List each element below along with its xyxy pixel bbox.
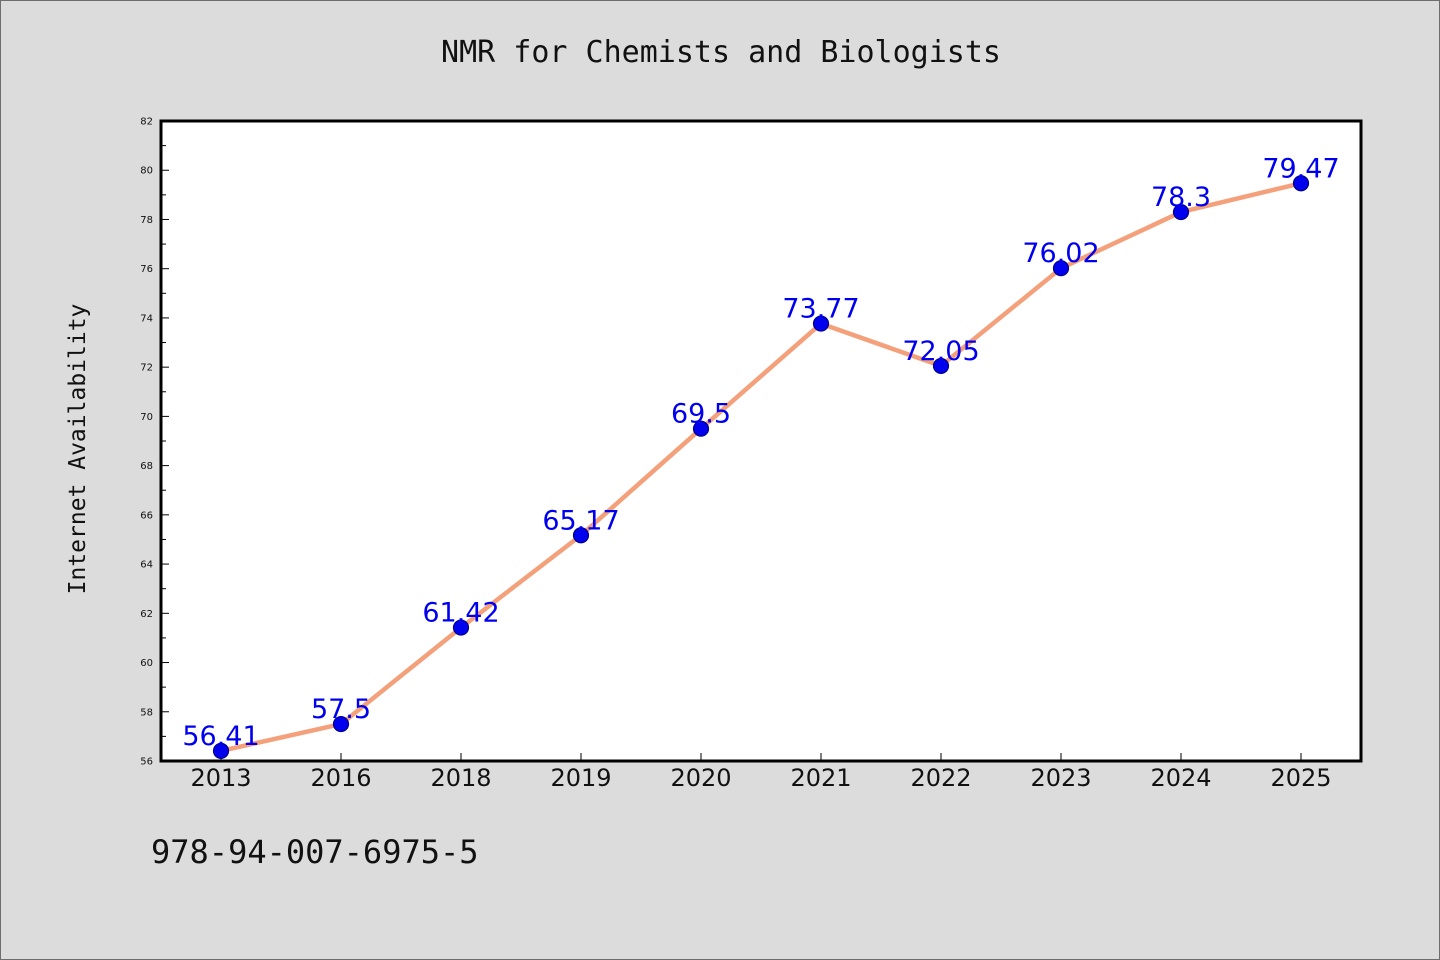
data-point <box>1292 175 1310 192</box>
x-tick-label: 2025 <box>1270 764 1331 792</box>
y-axis: 56 58 60 62 64 66 68 70 72 74 76 78 80 82 <box>140 117 169 768</box>
y-tick-label: 80 <box>140 166 153 177</box>
y-tick-label: 76 <box>140 264 153 275</box>
series-line <box>220 181 1302 754</box>
x-tick-label: 2013 <box>190 764 251 792</box>
y-tick-label: 82 <box>140 117 153 128</box>
y-tick-label: 74 <box>140 313 153 324</box>
x-tick-label: 2020 <box>670 764 731 792</box>
data-label: 79.47 <box>1262 153 1339 184</box>
y-tick-label: 70 <box>140 412 153 423</box>
y-axis-label: Internet Availability <box>65 304 91 595</box>
y-tick-label: 60 <box>140 658 153 669</box>
data-point <box>692 420 710 437</box>
data-label: 76.02 <box>1022 238 1099 269</box>
y-tick-label: 72 <box>140 363 153 374</box>
data-label: 65.17 <box>542 505 619 536</box>
x-tick-label: 2021 <box>790 764 851 792</box>
x-tick-label: 2023 <box>1030 764 1091 792</box>
x-tick-label: 2016 <box>310 764 371 792</box>
x-tick-label: 2019 <box>550 764 611 792</box>
data-point <box>332 715 350 733</box>
y-tick-label: 78 <box>140 215 153 226</box>
x-tick-label: 2022 <box>910 764 971 792</box>
data-point <box>572 527 590 544</box>
data-point <box>212 742 230 760</box>
footer-code: 978-94-007-6975-5 <box>151 833 479 871</box>
data-point <box>452 619 470 636</box>
series-group: 56.41 57.5 61.42 65.17 69.5 73.77 72.05 76.02 78… <box>182 153 1340 760</box>
data-point <box>1052 260 1070 277</box>
data-point <box>812 315 830 332</box>
plot-area <box>159 119 1363 763</box>
x-tick-label: 2018 <box>430 764 491 792</box>
y-tick-label: 62 <box>140 609 153 620</box>
y-tick-label: 56 <box>140 757 153 768</box>
data-label: 56.41 <box>182 721 259 752</box>
data-label: 69.5 <box>671 399 731 430</box>
data-label: 57.5 <box>311 694 371 725</box>
data-label: 72.05 <box>902 336 979 367</box>
y-tick-label: 66 <box>140 510 153 521</box>
data-label: 73.77 <box>782 294 859 325</box>
data-label: 78.3 <box>1151 182 1211 213</box>
data-point <box>1172 203 1190 221</box>
data-label: 61.42 <box>422 598 499 629</box>
chart-title: NMR for Chemists and Biologists <box>441 35 1001 70</box>
y-tick-label: 58 <box>140 707 153 718</box>
x-tick-label: 2024 <box>1150 764 1211 792</box>
y-tick-label: 68 <box>140 461 153 472</box>
data-point <box>932 357 950 375</box>
y-tick-label: 64 <box>140 560 153 571</box>
x-axis: 2013 2016 2018 2019 2020 2021 2022 2023 2024 2025 <box>190 753 1332 792</box>
